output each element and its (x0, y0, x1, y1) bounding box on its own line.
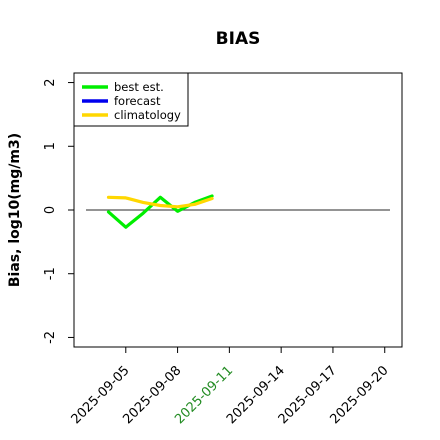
x-axis: 2025-09-052025-09-082025-09-112025-09-14… (69, 347, 392, 427)
y-tick-label: 0 (43, 206, 58, 214)
y-tick-label: 2 (43, 78, 58, 86)
y-axis-label: Bias, log10(mg/m3) (7, 133, 23, 287)
chart-title: BIAS (216, 29, 261, 49)
series-line-climatology (106, 195, 214, 209)
y-tick-label: -2 (43, 331, 58, 344)
legend-label: climatology (114, 108, 181, 122)
series-layer (106, 194, 214, 229)
legend-label: best est. (114, 80, 164, 94)
y-axis: -2 -1 0 1 2 (43, 78, 74, 344)
y-tick-label: -1 (43, 267, 58, 280)
y-tick-label: 1 (43, 142, 58, 150)
legend-label: forecast (114, 94, 161, 108)
series-line-best-est (106, 194, 214, 229)
